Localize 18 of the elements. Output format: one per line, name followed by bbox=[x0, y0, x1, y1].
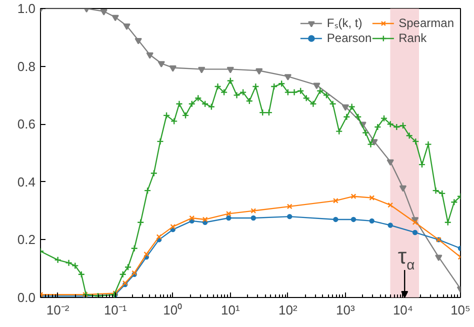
legend-label: Spearman bbox=[398, 16, 454, 30]
x-tick-label: 10³ bbox=[336, 302, 356, 318]
y-tick-label: 1.0 bbox=[17, 1, 36, 16]
y-tick-label: 0.2 bbox=[17, 232, 36, 248]
legend-label: Pearson bbox=[326, 31, 372, 45]
y-tick-label: 0.8 bbox=[17, 58, 36, 74]
x-tick-label: 10¹ bbox=[221, 302, 240, 318]
x-tick-label: 10⁰ bbox=[163, 302, 183, 318]
x-tick-label: 10⁻¹ bbox=[104, 302, 128, 318]
x-tick-label: 10² bbox=[278, 302, 298, 318]
y-tick-label: 0.4 bbox=[17, 174, 36, 190]
x-tick-label: 10⁻² bbox=[46, 302, 70, 318]
legend-label: Rank bbox=[398, 31, 427, 45]
y-tick-label: 0.0 bbox=[17, 290, 36, 305]
x-tick-label: 10⁵ bbox=[450, 302, 470, 318]
legend-label: Fₛ(k, t) bbox=[326, 15, 362, 31]
x-tick-label: 10⁴ bbox=[392, 302, 413, 318]
y-tick-label: 0.6 bbox=[17, 116, 36, 132]
